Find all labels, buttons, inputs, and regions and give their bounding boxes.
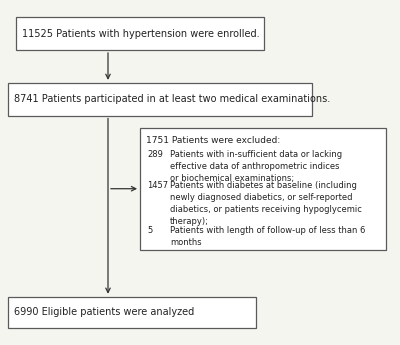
Bar	[140, 128, 386, 250]
Text: 6990 Eligible patients were analyzed: 6990 Eligible patients were analyzed	[14, 307, 194, 317]
Text: Patients with diabetes at baseline (including
newly diagnosed diabetics, or self: Patients with diabetes at baseline (incl…	[170, 181, 362, 226]
Bar	[16, 17, 264, 50]
Text: 11525 Patients with hypertension were enrolled.: 11525 Patients with hypertension were en…	[22, 29, 260, 39]
Bar	[8, 83, 312, 116]
Bar	[8, 297, 256, 328]
Text: 8741 Patients participated in at least two medical examinations.: 8741 Patients participated in at least t…	[14, 94, 330, 104]
Text: Patients with in-sufficient data or lacking
effective data of anthropometric ind: Patients with in-sufficient data or lack…	[170, 150, 342, 183]
Text: 1457: 1457	[147, 181, 168, 190]
Text: 1751 Patients were excluded:: 1751 Patients were excluded:	[146, 136, 280, 145]
Text: 289: 289	[147, 150, 163, 159]
Text: 5: 5	[147, 226, 152, 235]
Text: Patients with length of follow-up of less than 6
months: Patients with length of follow-up of les…	[170, 226, 365, 247]
